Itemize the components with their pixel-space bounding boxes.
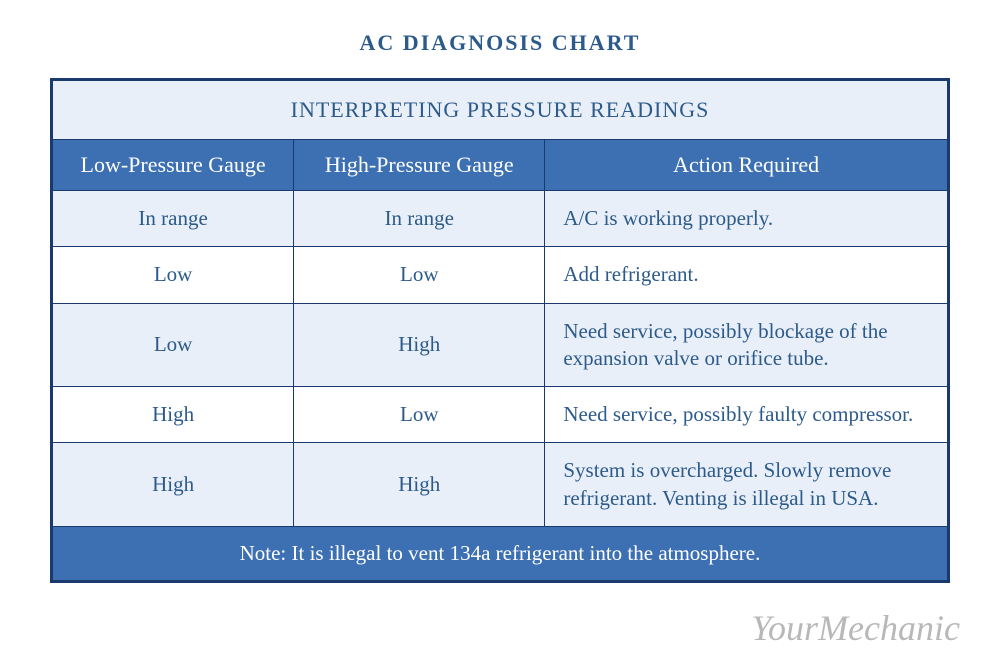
cell-action: System is overcharged. Slowly remove ref… [545, 443, 949, 527]
cell-low: In range [52, 191, 294, 247]
cell-action: Need service, possibly blockage of the e… [545, 303, 949, 387]
cell-action: Add refrigerant. [545, 247, 949, 303]
subtitle-row: INTERPRETING PRESSURE READINGS [52, 80, 949, 140]
subtitle-cell: INTERPRETING PRESSURE READINGS [52, 80, 949, 140]
cell-low: Low [52, 303, 294, 387]
cell-low: Low [52, 247, 294, 303]
header-row: Low-Pressure Gauge High-Pressure Gauge A… [52, 140, 949, 191]
table-row: High Low Need service, possibly faulty c… [52, 387, 949, 443]
cell-high: High [294, 443, 545, 527]
chart-title: AC DIAGNOSIS CHART [50, 30, 950, 56]
cell-high: Low [294, 247, 545, 303]
footer-row: Note: It is illegal to vent 134a refrige… [52, 527, 949, 582]
cell-action: Need service, possibly faulty compressor… [545, 387, 949, 443]
col-header-low: Low-Pressure Gauge [52, 140, 294, 191]
watermark-logo: YourMechanic [751, 607, 960, 649]
diagnosis-table: INTERPRETING PRESSURE READINGS Low-Press… [50, 78, 950, 583]
cell-high: Low [294, 387, 545, 443]
col-header-action: Action Required [545, 140, 949, 191]
col-header-high: High-Pressure Gauge [294, 140, 545, 191]
cell-high: High [294, 303, 545, 387]
table-row: Low Low Add refrigerant. [52, 247, 949, 303]
cell-low: High [52, 443, 294, 527]
table-row: In range In range A/C is working properl… [52, 191, 949, 247]
cell-high: In range [294, 191, 545, 247]
cell-low: High [52, 387, 294, 443]
cell-action: A/C is working properly. [545, 191, 949, 247]
table-row: High High System is overcharged. Slowly … [52, 443, 949, 527]
table-row: Low High Need service, possibly blockage… [52, 303, 949, 387]
footer-note: Note: It is illegal to vent 134a refrige… [52, 527, 949, 582]
